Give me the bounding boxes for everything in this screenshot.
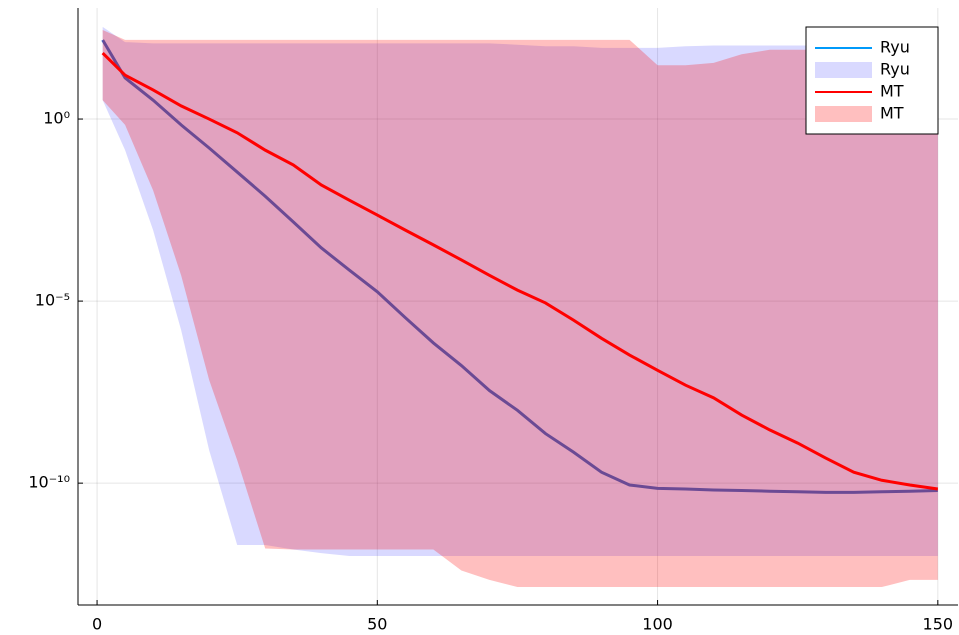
x-tick-label: 50	[367, 615, 387, 634]
y-tick-label: 10⁰	[43, 109, 70, 128]
x-tick-label: 150	[923, 615, 954, 634]
band	[102, 29, 938, 588]
x-tick-label: 0	[92, 615, 102, 634]
x-tick-label: 100	[642, 615, 673, 634]
legend-label: Ryu	[880, 60, 910, 79]
legend-swatch	[815, 106, 872, 122]
line	[101, 51, 939, 491]
line	[101, 39, 938, 494]
legend-label: MT	[880, 82, 904, 101]
y-tick-label: 10⁻¹⁰	[28, 473, 70, 492]
legend-label: Ryu	[880, 38, 910, 57]
legend-box	[805, 26, 939, 135]
y-tick-label: 10⁻⁵	[35, 291, 70, 310]
legend-swatch	[815, 62, 872, 78]
legend-label: MT	[880, 104, 904, 123]
